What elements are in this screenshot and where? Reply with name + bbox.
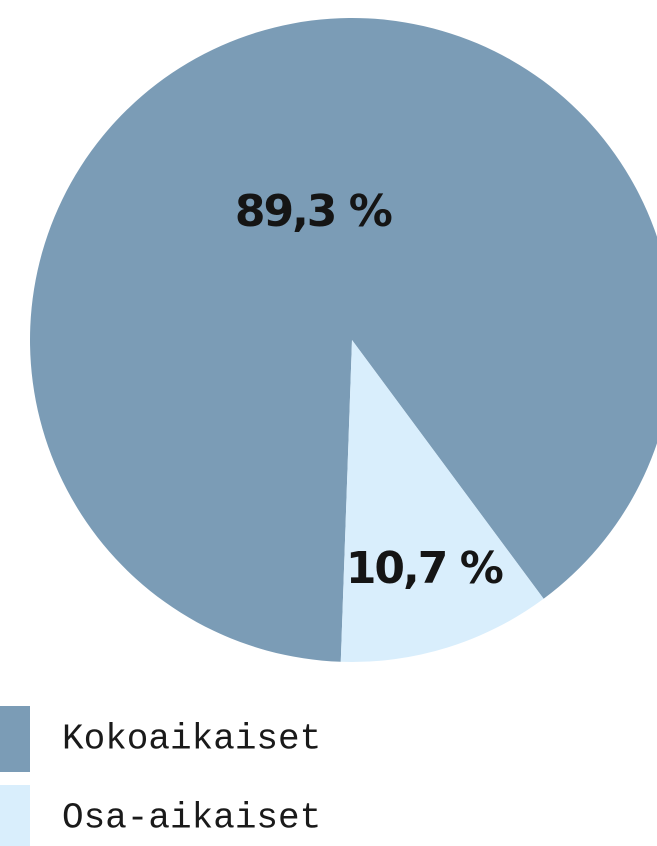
pie-slice <box>30 18 657 662</box>
pie-slice <box>340 340 544 662</box>
data-label: 10,7 % <box>346 543 503 594</box>
legend-label: Osa-aikaiset <box>62 798 321 839</box>
legend-swatch <box>0 785 30 846</box>
legend-label: Kokoaikaiset <box>62 719 321 760</box>
legend-swatch <box>0 706 30 772</box>
data-label: 89,3 % <box>235 186 392 237</box>
